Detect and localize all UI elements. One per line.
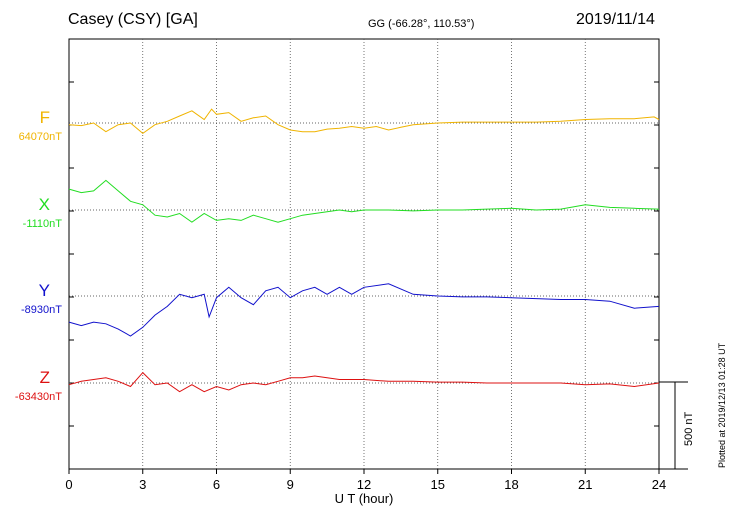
x-tick-label-21: 21 <box>578 477 592 492</box>
x-axis-ticks: 0 3 6 9 12 15 18 21 24 <box>65 81 666 492</box>
x-tick-label-18: 18 <box>504 477 518 492</box>
series-line-x <box>68 179 660 223</box>
baseline-x: -1110nT <box>22 218 62 230</box>
baseline-y: -8930nT <box>21 304 62 316</box>
baseline-f: 64070nT <box>18 131 62 143</box>
label-f: F <box>39 108 50 127</box>
grid-lines <box>142 39 586 469</box>
scale-bar <box>659 381 688 470</box>
baseline-z: -63430nT <box>14 391 62 403</box>
x-tick-label-6: 6 <box>213 477 220 492</box>
label-z: Z <box>39 368 50 387</box>
label-y: Y <box>38 281 50 300</box>
x-axis-label: U T (hour) <box>335 491 394 506</box>
date-label: 2019/11/14 <box>576 11 655 28</box>
x-tick-label-0: 0 <box>65 477 72 492</box>
plot-frame <box>68 38 660 470</box>
x-tick-label-12: 12 <box>357 477 371 492</box>
label-x: X <box>38 195 50 214</box>
series-group <box>68 108 660 393</box>
x-tick-label-15: 15 <box>431 477 445 492</box>
plotted-note: Plotted at 2019/12/13 01:28 UT <box>717 342 727 468</box>
x-tick-label-9: 9 <box>287 477 294 492</box>
x-tick-label-24: 24 <box>652 477 666 492</box>
coordinates-label: GG (-66.28°, 110.53°) <box>368 18 475 30</box>
scale-bar-label: 500 nT <box>683 411 695 446</box>
series-line-y <box>68 283 660 337</box>
x-tick-label-3: 3 <box>139 477 146 492</box>
station-title: Casey (CSY) [GA] <box>68 11 198 28</box>
series-line-z <box>68 371 660 393</box>
series-line-f <box>68 108 660 135</box>
